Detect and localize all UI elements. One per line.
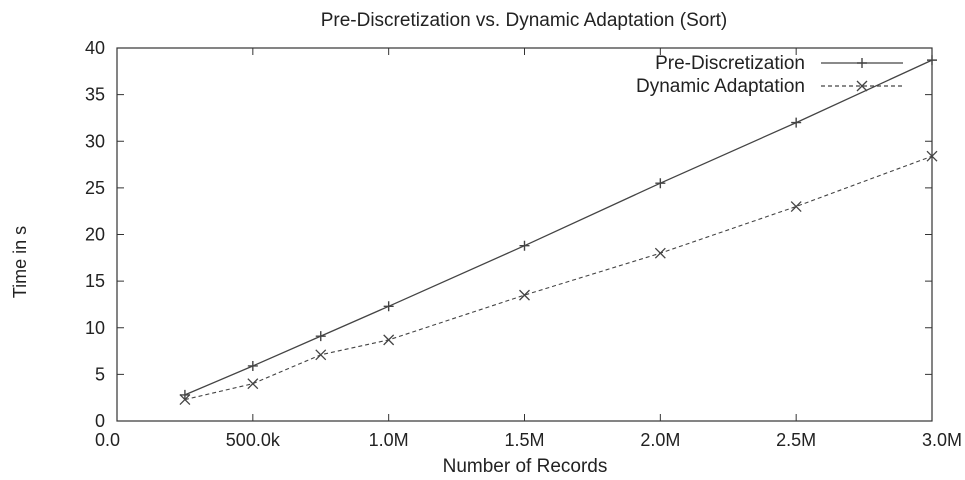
legend-marker — [857, 58, 867, 68]
y-tick-label: 15 — [85, 271, 105, 291]
x-tick-label: 0.0 — [95, 430, 120, 450]
data-point-dynamic-adaptation — [926, 150, 938, 162]
x-tick-label: 2.5M — [776, 430, 816, 450]
chart-title: Pre-Discretization vs. Dynamic Adaptatio… — [321, 10, 728, 31]
data-point-pre-discretization — [655, 178, 666, 189]
x-tick-label: 1.0M — [369, 430, 409, 450]
data-point-dynamic-adaptation — [790, 201, 802, 212]
plot-area: 0 5 10 15 20 25 30 35 40 0.0 500.0k 1.0M 1.5M 2.0M 2.5… — [85, 38, 962, 450]
data-point-pre-discretization — [927, 55, 937, 66]
data-point-pre-discretization — [247, 360, 258, 371]
data-point-dynamic-adaptation — [179, 394, 191, 406]
data-point-dynamic-adaptation — [247, 378, 259, 390]
legend-label: Pre-Discretization — [655, 53, 805, 74]
plot-frame — [116, 47, 933, 422]
data-point-pre-discretization — [383, 301, 394, 312]
data-point-dynamic-adaptation — [654, 247, 666, 259]
x-tick-label: 1.5M — [504, 430, 544, 450]
x-axis-label: Number of Records — [443, 456, 608, 477]
series-line-dynamic-adaptation — [184, 155, 933, 401]
y-axis-label: Time in s — [10, 226, 30, 298]
data-point-pre-discretization — [519, 240, 530, 251]
y-tick-label: 20 — [85, 225, 105, 245]
x-tick-label: 2.0M — [640, 430, 680, 450]
series-line-pre-discretization — [184, 59, 933, 396]
legend-marker — [856, 80, 868, 92]
y-tick-label: 30 — [85, 131, 105, 151]
y-tick-label: 0 — [95, 411, 105, 431]
data-point-dynamic-adaptation — [315, 349, 327, 361]
legend-label: Dynamic Adaptation — [636, 76, 805, 97]
data-point-dynamic-adaptation — [383, 334, 395, 346]
y-tick-label: 10 — [85, 318, 105, 338]
y-tick-label: 5 — [95, 364, 105, 384]
data-point-pre-discretization — [179, 389, 190, 400]
data-point-pre-discretization — [791, 117, 802, 128]
y-tick-label: 35 — [85, 85, 105, 105]
data-point-pre-discretization — [315, 331, 326, 342]
x-tick-label: 3.0M — [922, 430, 962, 450]
y-tick-label: 40 — [85, 38, 105, 58]
data-point-dynamic-adaptation — [519, 289, 530, 301]
y-tick-label: 25 — [85, 178, 105, 198]
x-tick-label: 500.0k — [226, 430, 281, 450]
